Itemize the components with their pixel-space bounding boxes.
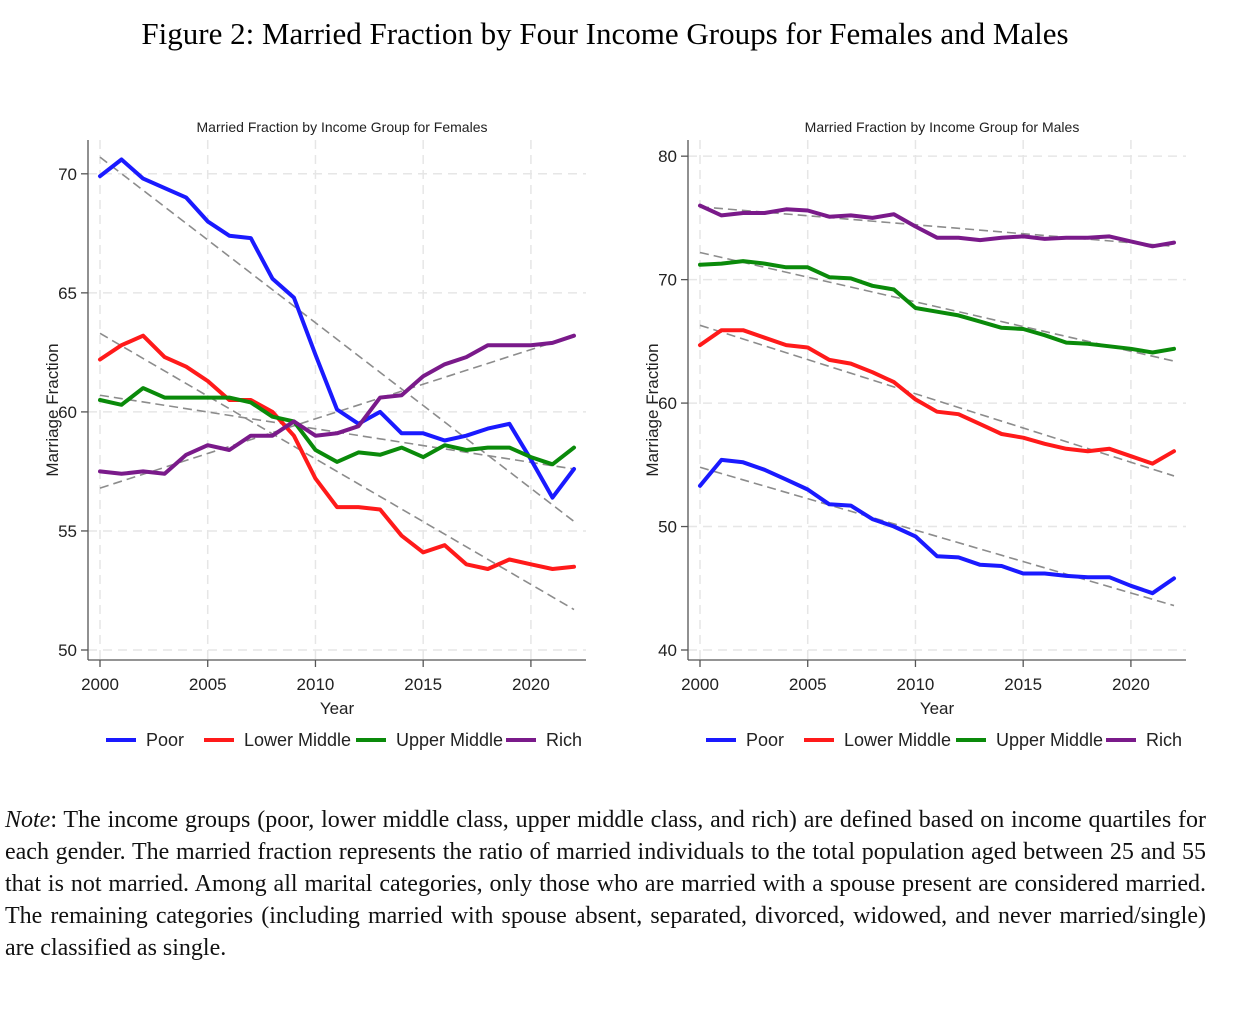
- x-tick-label: 2020: [1112, 675, 1150, 694]
- legend-label-rich: Rich: [1146, 730, 1182, 750]
- x-tick-label: 2015: [1004, 675, 1042, 694]
- chart-title: Married Fraction by Income Group for Fem…: [197, 119, 488, 135]
- x-tick-label: 2015: [404, 675, 442, 694]
- fit-line-rich: [99, 334, 575, 489]
- legend-label-poor: Poor: [746, 730, 784, 750]
- y-tick-label: 40: [658, 641, 677, 660]
- y-tick-label: 50: [58, 641, 77, 660]
- series-line-lower-middle: [698, 328, 1176, 466]
- fit-line-upper-middle: [699, 251, 1175, 362]
- legend-label-poor: Poor: [146, 730, 184, 750]
- legend-label-lower-middle: Lower Middle: [844, 730, 951, 750]
- y-tick-label: 65: [58, 284, 77, 303]
- legend-label-upper-middle: Upper Middle: [996, 730, 1103, 750]
- y-tick-label: 70: [658, 271, 677, 290]
- chart-panel-males: Married Fraction by Income Group for Mal…: [643, 119, 1186, 750]
- legend-label-rich: Rich: [546, 730, 582, 750]
- y-axis-label: Marriage Fraction: [43, 343, 62, 476]
- note-label: Note: [5, 807, 51, 833]
- x-tick-label: 2005: [789, 675, 827, 694]
- fit-line-rich: [699, 205, 1175, 248]
- y-tick-label: 50: [658, 518, 677, 537]
- fit-line-poor: [699, 466, 1175, 607]
- y-tick-label: 80: [658, 147, 677, 166]
- series-line-poor: [698, 457, 1176, 596]
- chart-title: Married Fraction by Income Group for Mal…: [805, 119, 1080, 135]
- x-axis-label: Year: [920, 699, 955, 718]
- series-line-upper-middle: [98, 386, 576, 467]
- x-tick-label: 2010: [297, 675, 335, 694]
- chart-panel-females: Married Fraction by Income Group for Fem…: [43, 119, 586, 750]
- series-line-upper-middle: [698, 259, 1176, 355]
- y-tick-label: 55: [58, 522, 77, 541]
- figure-note: Note: The income groups (poor, lower mid…: [5, 804, 1206, 964]
- note-text: : The income groups (poor, lower middle …: [5, 807, 1206, 961]
- fit-line-poor: [99, 156, 575, 523]
- fit-line-lower-middle: [699, 324, 1175, 477]
- figure-title: Figure 2: Married Fraction by Four Incom…: [141, 16, 1069, 51]
- x-tick-label: 2020: [512, 675, 550, 694]
- y-tick-label: 70: [58, 165, 77, 184]
- x-tick-label: 2010: [897, 675, 935, 694]
- legend-label-lower-middle: Lower Middle: [244, 730, 351, 750]
- y-tick-label: 60: [658, 394, 677, 413]
- y-tick-label: 60: [58, 403, 77, 422]
- fit-line-lower-middle: [99, 332, 575, 611]
- x-axis-label: Year: [320, 699, 355, 718]
- x-tick-label: 2005: [189, 675, 227, 694]
- x-tick-label: 2000: [681, 675, 719, 694]
- series-line-poor: [98, 157, 576, 500]
- series-line-rich: [698, 203, 1176, 249]
- x-tick-label: 2000: [81, 675, 119, 694]
- legend-label-upper-middle: Upper Middle: [396, 730, 503, 750]
- series-line-rich: [98, 333, 576, 476]
- y-axis-label: Marriage Fraction: [643, 343, 662, 476]
- series-line-lower-middle: [98, 333, 576, 571]
